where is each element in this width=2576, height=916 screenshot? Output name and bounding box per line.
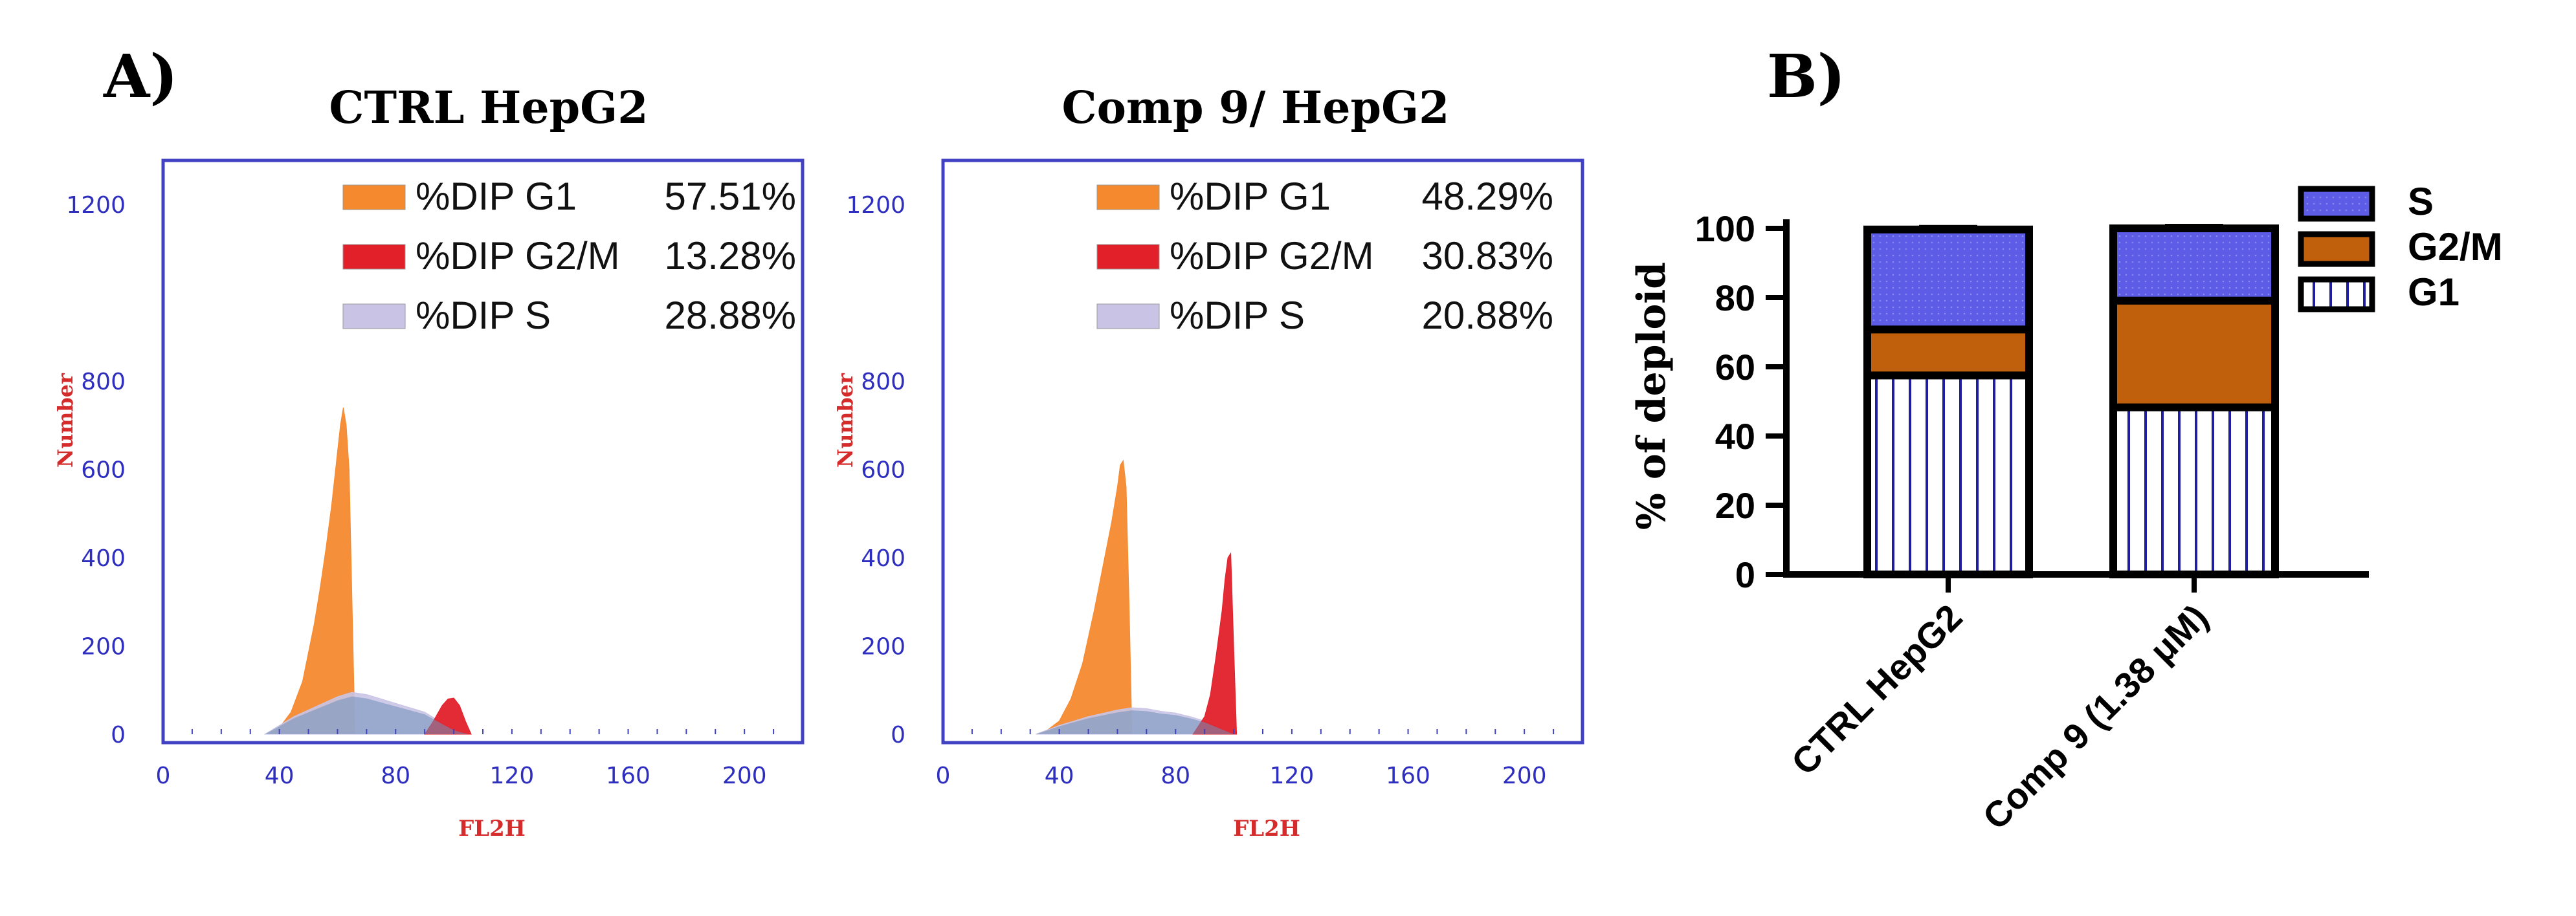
x-tick-label: 120 [1270,763,1315,789]
y-tick-label: 600 [81,457,126,484]
histogram-ctrl: CTRL HepG2 %DIP G1 57.51% %DIP G2/M 13.28%%… [53,82,805,842]
x-tick-label: 0 [936,763,951,789]
legend-swatch [1096,303,1160,329]
x-tick-label: 200 [1502,763,1547,789]
legend-swatch [2298,276,2375,312]
legend-label: G2/M [2408,225,2503,268]
panel-label-a: A) [103,41,178,111]
y-tick-label: 20 [1715,485,1755,526]
legend-swatch [342,303,406,329]
x-tick-label: 80 [1160,763,1190,789]
plot-frame [161,158,805,745]
legend-value: 13.28% [665,234,797,278]
legend-label: %DIP G2/M [416,234,620,278]
y-tick-label: 200 [81,634,126,660]
legend-value: 30.83% [1422,234,1554,278]
y-tick-label: 200 [861,634,905,660]
legend-swatch [2298,186,2375,222]
y-tick-label: 80 [1715,278,1755,318]
histogram-peak-g1 [1036,459,1133,735]
legend-label: %DIP G1 [1170,175,1331,218]
y-axis-label: Number [53,373,78,468]
bar-segment-g1 [2109,403,2279,578]
y-tick-label: 800 [861,369,905,395]
legend-value: 57.51% [665,175,797,218]
legend-value: 20.88% [1422,294,1554,337]
y-tick-label: 0 [1735,554,1755,595]
y-tick-label: 60 [1715,347,1755,387]
y-tick-label: 1200 [66,192,126,219]
bar-segment-g2m [2109,296,2279,411]
histogram-peak-g1 [266,408,355,735]
x-tick-label: 40 [1045,763,1074,789]
x-tick-label: 200 [722,763,767,789]
histogram-title: Comp 9/ HepG2 [1062,82,1450,134]
histogram-peak-g2m [1192,552,1238,735]
histogram-overlap-shade [265,696,469,734]
y-tick-label: 1200 [846,192,905,219]
x-tick-label: 80 [381,763,410,789]
bar-segment-g2m [1863,325,2033,380]
y-tick-label: 0 [891,722,905,748]
y-tick-label: 400 [81,545,126,572]
histogram-comp9: Comp 9/ HepG2 %DIP G1 48.29% %DIP G2/M 30.8… [833,82,1584,842]
y-axis-label: % of deploid [1629,262,1674,530]
x-tick-label: 160 [1386,763,1430,789]
y-tick-label: 600 [861,457,905,484]
y-tick-label: 40 [1715,416,1755,457]
bar-segment-s [1863,225,2033,334]
legend-label: S [2408,180,2434,223]
x-category-label: CTRL HepG2 [1783,596,1970,783]
panel-label-b: B) [1767,41,1845,111]
x-axis-label: FL2H [458,816,526,842]
legend-value: 28.88% [665,294,797,337]
y-tick-label: 0 [111,722,126,748]
x-axis-label: FL2H [1233,816,1300,842]
legend-swatch [1096,244,1160,270]
legend-swatch [342,184,406,210]
legend-label: %DIP G2/M [1170,234,1374,278]
x-tick-label: 120 [490,763,535,789]
histogram-overlap-shade [1036,710,1234,734]
bar-segment-g1 [1863,371,2033,578]
x-tick-label: 0 [156,763,171,789]
x-tick-label: 40 [265,763,294,789]
y-tick-label: 400 [861,545,905,572]
histogram-title: CTRL HepG2 [329,82,648,134]
bar-segment-s [2109,224,2279,305]
legend-swatch [2298,231,2375,267]
x-category-label: Comp 9 (1.38 μM) [1975,596,2215,837]
y-tick-label: 800 [81,369,126,395]
legend-swatch [1096,184,1160,210]
legend-label: %DIP S [1170,294,1305,337]
legend-label: %DIP S [416,294,551,337]
legend-value: 48.29% [1422,175,1554,218]
legend-label: %DIP G1 [416,175,577,218]
legend-swatch [342,244,406,270]
x-tick-label: 160 [606,763,650,789]
y-tick-label: 100 [1695,208,1755,249]
stacked-bar-chart: % of deploid 0 20 40 60 80 100 CTRL HepG2 Comp… [1629,180,2503,837]
plot-frame [941,158,1584,745]
legend-label: G1 [2408,270,2459,314]
y-axis-label: Number [833,373,858,468]
